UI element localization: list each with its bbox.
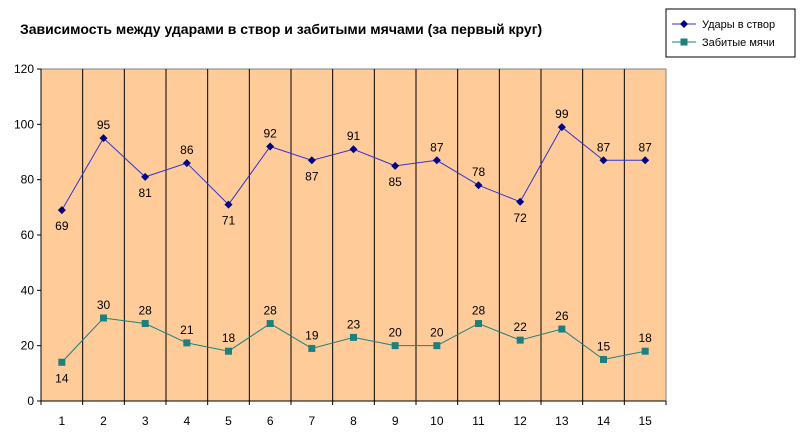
data-label: 71 — [222, 214, 236, 228]
y-tick-label: 0 — [27, 394, 34, 408]
legend-marker — [680, 20, 688, 28]
x-tick-label: 2 — [100, 414, 107, 428]
data-label: 81 — [138, 186, 152, 200]
y-tick-label: 80 — [21, 173, 35, 187]
data-point — [474, 181, 483, 190]
data-point — [225, 347, 232, 355]
data-point — [266, 320, 274, 328]
data-point — [58, 358, 66, 366]
data-point — [308, 344, 316, 352]
data-label: 21 — [180, 323, 194, 337]
data-point — [558, 325, 566, 333]
y-tick-label: 60 — [21, 228, 35, 242]
data-point — [350, 333, 357, 341]
data-point — [141, 320, 149, 328]
data-point — [599, 156, 608, 165]
legend-entry: Удары в створ — [672, 19, 775, 31]
data-label: 23 — [347, 317, 361, 331]
data-point — [641, 156, 650, 165]
data-point — [349, 145, 358, 154]
y-tick-label: 100 — [14, 117, 34, 131]
data-label: 15 — [597, 340, 611, 354]
data-label: 14 — [55, 371, 69, 385]
data-label: 92 — [263, 126, 277, 140]
data-label: 28 — [472, 304, 486, 318]
data-point — [516, 197, 525, 206]
x-tick-label: 15 — [638, 414, 652, 428]
x-tick-label: 6 — [267, 414, 274, 428]
data-label: 95 — [97, 118, 111, 132]
data-point — [391, 161, 400, 170]
data-label: 28 — [263, 304, 277, 318]
data-point — [99, 134, 108, 143]
x-tick-label: 5 — [225, 414, 232, 428]
y-tick-label: 20 — [21, 339, 35, 353]
data-point — [141, 172, 150, 181]
data-label: 72 — [513, 211, 527, 225]
data-point — [432, 156, 441, 165]
data-point — [224, 200, 233, 209]
data-label: 19 — [305, 328, 319, 342]
series-1: 69 95 81 86 71 92 87 91 85 87 78 72 99 87 87 — [55, 107, 652, 233]
data-point — [516, 336, 524, 344]
data-point — [641, 347, 649, 355]
x-tick-label: 3 — [142, 414, 149, 428]
data-label: 87 — [430, 140, 444, 154]
x-tick-label: 13 — [555, 414, 569, 428]
data-point — [266, 142, 275, 151]
data-point — [475, 320, 482, 328]
y-tick-label: 40 — [21, 283, 35, 297]
data-label: 91 — [347, 129, 361, 143]
plot-area — [40, 68, 667, 402]
data-point — [100, 314, 107, 322]
legend-label: Удары в створ — [702, 19, 775, 31]
series-2: 14 30 28 21 18 28 19 23 20 20 28 22 26 15 18 — [55, 298, 652, 385]
data-label: 20 — [388, 326, 402, 340]
x-tick-label: 8 — [350, 414, 357, 428]
x-tick-label: 10 — [430, 414, 444, 428]
data-label: 99 — [555, 107, 569, 121]
x-tick-label: 1 — [58, 414, 65, 428]
data-label: 28 — [138, 304, 152, 318]
data-point — [182, 159, 191, 168]
x-tick-label: 7 — [308, 414, 315, 428]
data-label: 26 — [555, 309, 569, 323]
data-label: 18 — [222, 331, 236, 345]
legend: Удары в створ Забитые мячи — [665, 8, 796, 58]
chart-title: Зависимость между ударами в створ и заби… — [20, 21, 542, 37]
data-label: 87 — [305, 169, 319, 183]
legend-label: Забитые мячи — [702, 37, 775, 49]
data-point — [57, 206, 66, 215]
x-tick-label: 4 — [183, 414, 190, 428]
data-label: 87 — [597, 140, 611, 154]
data-point — [183, 339, 191, 347]
x-tick-label: 9 — [392, 414, 399, 428]
data-point — [600, 356, 607, 363]
y-tick-label: 120 — [14, 62, 34, 76]
data-point — [433, 342, 441, 350]
data-label: 86 — [180, 143, 194, 157]
data-label: 87 — [638, 140, 652, 154]
data-point — [391, 342, 399, 350]
x-tick-label: 12 — [513, 414, 527, 428]
legend-box — [665, 8, 796, 58]
data-label: 85 — [388, 175, 402, 189]
series-group: 69 95 81 86 71 92 87 91 85 87 78 72 99 87 87 14 30 28 21 18… — [55, 107, 652, 385]
data-label: 20 — [430, 326, 444, 340]
data-point — [557, 123, 566, 132]
legend-entry: Забитые мячи — [672, 37, 775, 49]
data-label: 18 — [638, 331, 652, 345]
data-label: 30 — [97, 298, 111, 312]
data-label: 69 — [55, 219, 69, 233]
data-label: 22 — [513, 320, 527, 334]
legend-marker — [680, 38, 688, 46]
data-label: 78 — [472, 165, 486, 179]
data-point — [307, 156, 316, 165]
x-tick-label: 14 — [597, 414, 611, 428]
x-tick-label: 11 — [472, 414, 485, 428]
grid-lines — [82, 69, 625, 401]
